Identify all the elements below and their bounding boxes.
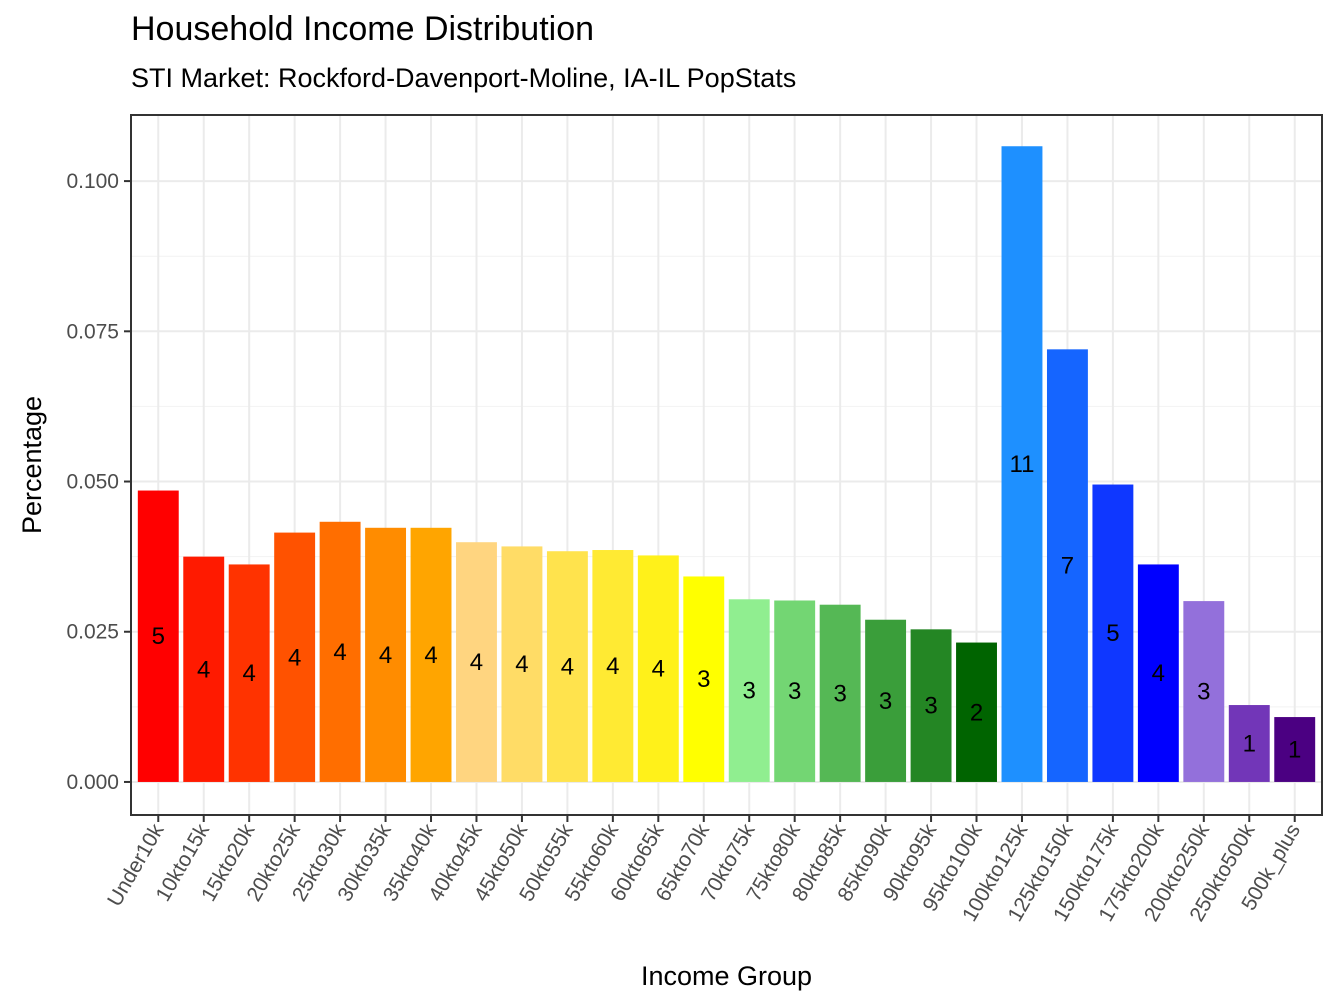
y-tick-label: 0.050	[66, 471, 119, 494]
data-label-55kto60k: 4	[606, 653, 619, 680]
data-label-65kto70k: 3	[697, 666, 710, 693]
bar-Under10k	[137, 490, 179, 782]
data-label-75kto80k: 3	[788, 678, 801, 705]
data-label-500k_plus: 1	[1288, 737, 1301, 764]
data-label-175kto200k: 4	[1152, 660, 1165, 687]
data-label-35kto40k: 4	[424, 642, 437, 669]
plot-panel-border	[130, 114, 1323, 816]
bar-95kto100k	[956, 642, 997, 782]
bar-100kto125k	[1001, 146, 1043, 782]
x-axis: Under10k10kto15k15kto20k20kto25k25kto30k…	[103, 815, 1305, 926]
bar-85kto90k	[865, 619, 907, 782]
data-label-60kto65k: 4	[652, 656, 665, 683]
bar-250kto500k	[1228, 705, 1270, 782]
data-label-15kto20k: 4	[243, 660, 256, 687]
data-label-20kto25k: 4	[288, 644, 301, 671]
data-label-10kto15k: 4	[197, 656, 210, 683]
bar-90kto95k	[910, 629, 952, 782]
data-label-50kto55k: 4	[561, 654, 574, 681]
bar-500k_plus	[1274, 717, 1316, 782]
bar-70kto75k	[728, 599, 770, 782]
data-label-30kto35k: 4	[379, 642, 392, 669]
data-label-200kto250k: 3	[1197, 679, 1210, 706]
data-label-150kto175k: 5	[1106, 620, 1119, 647]
data-label-90kto95k: 3	[924, 693, 937, 720]
bar-50kto55k	[546, 551, 588, 782]
y-tick-label: 0.100	[66, 170, 119, 193]
bar-35kto40k	[410, 527, 452, 782]
y-tick-label: 0.000	[66, 771, 119, 794]
y-tick-label: 0.025	[66, 621, 119, 644]
bars	[137, 146, 1316, 782]
y-axis-title: Percentage	[17, 396, 47, 534]
bar-60kto65k	[637, 555, 679, 782]
data-label-Under10k: 5	[152, 623, 165, 650]
data-label-80kto85k: 3	[833, 680, 846, 707]
data-label-100kto125k: 11	[1010, 451, 1035, 478]
data-label-40kto45k: 4	[470, 649, 483, 676]
bar-45kto50k	[501, 546, 543, 782]
data-label-70kto75k: 3	[743, 678, 756, 705]
bar-40kto45k	[456, 542, 497, 782]
bar-125kto150k	[1046, 349, 1088, 782]
data-label-45kto50k: 4	[515, 651, 528, 678]
bar-30kto35k	[365, 527, 407, 782]
bar-25kto30k	[319, 521, 361, 782]
data-label-85kto90k: 3	[879, 688, 892, 715]
data-label-95kto100k: 2	[970, 699, 983, 726]
bar-20kto25k	[274, 532, 316, 782]
x-axis-title: Income Group	[641, 961, 812, 991]
bar-15kto20k	[228, 564, 270, 782]
bar-150kto175k	[1092, 484, 1134, 782]
data-label-125kto150k: 7	[1061, 553, 1074, 580]
data-label-25kto30k: 4	[333, 639, 346, 666]
bar-200kto250k	[1183, 601, 1225, 782]
chart-subtitle: STI Market: Rockford-Davenport-Moline, I…	[131, 63, 797, 93]
data-label-250kto500k: 1	[1243, 730, 1256, 757]
y-axis: 0.000 0.025 0.050 0.075 0.100	[66, 170, 131, 794]
bar-175kto200k	[1137, 564, 1179, 782]
bar-80kto85k	[819, 604, 861, 782]
chart-title: Household Income Distribution	[131, 10, 595, 48]
bar-65kto70k	[683, 576, 725, 782]
bar-55kto60k	[592, 550, 634, 782]
bar-75kto80k	[774, 600, 816, 782]
y-tick-label: 0.075	[66, 320, 119, 343]
bar-10kto15k	[183, 556, 225, 782]
